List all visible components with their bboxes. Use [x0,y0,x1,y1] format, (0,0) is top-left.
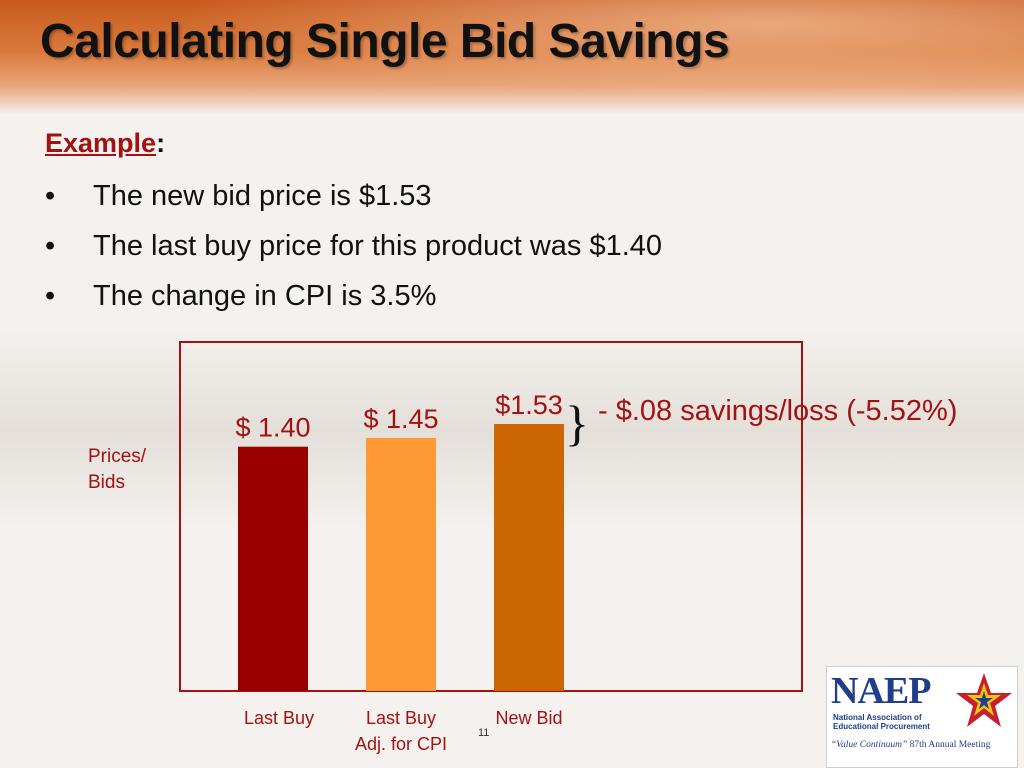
category-label: New Bid [495,708,562,728]
bar [238,446,308,691]
page-number: 11 [478,727,490,739]
chart-frame [179,341,803,692]
example-heading: Example: [45,128,165,159]
annotation-brace: } [565,395,589,451]
data-label: $1.53 [495,390,563,420]
example-label: Example [45,128,157,158]
header-band [0,0,1024,115]
bullet-dot: • [45,280,56,312]
bullet-dot: • [45,230,56,262]
star-icon [956,673,1012,727]
logo-name: NAEP [831,670,931,712]
bullet-text: The new bid price is $1.53 [93,180,432,212]
bar [366,437,436,691]
data-label: $ 1.40 [235,413,310,443]
bullet-text: The change in CPI is 3.5% [93,280,437,312]
example-colon: : [156,128,166,158]
logo-org-line: Educational Procurement [833,722,930,731]
y-axis-label: Prices/ [88,446,147,467]
bullet-text: The last buy price for this product was … [93,230,663,262]
category-label: Last Buy [366,708,436,728]
naep-logo: NAEP National Association of Educational… [826,666,1018,768]
bullet-item: • The change in CPI is 3.5% [45,276,662,326]
logo-tagline-quote: “Value Continuum” [831,740,908,750]
bullet-dot: • [45,180,56,212]
y-axis-label: Bids [88,472,125,493]
logo-org: National Association of Educational Proc… [833,713,953,731]
bullet-item: • The last buy price for this product was… [45,226,662,276]
annotation-text: - $.08 savings/loss (-5.52%) [598,395,957,427]
category-label: Last Buy [244,708,314,728]
slide-title: Calculating Single Bid Savings [40,15,730,68]
category-label: Adj. for CPI [355,734,447,754]
data-label: $ 1.45 [363,404,438,434]
bullet-list: • The new bid price is $1.53 • The last bu… [45,176,662,326]
logo-org-line: National Association of [833,713,922,722]
logo-tagline: “Value Continuum” 87th Annual Meeting [831,740,1015,751]
bar [494,424,564,691]
logo-tagline-meeting: 87th Annual Meeting [909,740,991,750]
bullet-item: • The new bid price is $1.53 [45,176,662,226]
